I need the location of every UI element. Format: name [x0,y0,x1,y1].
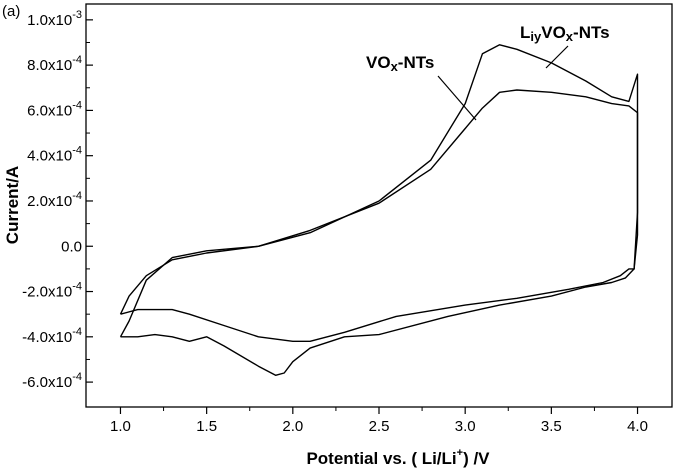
annotation-liyvox-sub1: iy [530,29,542,44]
annotation-liyvox-arrow [545,45,569,69]
y-tick-label: -4.0x10-4 [22,326,82,346]
x-tick-label: 1.5 [196,418,217,435]
y-tick-label: 1.0x10-3 [27,9,82,29]
y-axis-title: Current/A [3,166,22,244]
annotation-liyvox-nts: LiyVOx-NTs [520,23,610,44]
panel-label: (a) [2,3,20,20]
series-layer [119,44,639,376]
y-tick-label: 8.0x10-4 [27,54,82,74]
y-tick-labels: 1.0x10-3 8.0x10-4 6.0x10-4 4.0x10-4 2.0x10-4… [22,9,82,391]
series-line-liyvox-nts [119,44,639,376]
x-axis-title-main: Potential vs. ( Li/Li [306,449,456,468]
x-tick-label: 3.0 [455,418,476,435]
annotation-liyvox-mid: VO [541,23,566,42]
tick-marks [86,19,639,414]
y-tick-label: -6.0x10-4 [22,371,82,391]
y-tick-label: 6.0x10-4 [27,99,82,119]
annotation-vox-sub: x [391,59,399,74]
annotation-liyvox-tail: -NTs [573,23,610,42]
annotation-vox-base: VO [366,53,391,72]
x-tick-label: 2.5 [369,418,390,435]
x-axis-title-sup: + [457,447,463,459]
y-tick-label: -2.0x10-4 [22,281,82,301]
x-tick-label: 2.0 [282,418,303,435]
y-tick-label: 2.0x10-4 [27,190,82,210]
x-tick-label: 1.0 [110,418,131,435]
annotation-vox-tail: -NTs [398,53,435,72]
y-tick-label: 4.0x10-4 [27,145,82,165]
x-tick-label: 3.5 [541,418,562,435]
x-tick-labels: 1.0 1.5 2.0 2.5 3.0 3.5 4.0 [110,418,648,435]
annotation-vox-nts: VOx-NTs [366,53,434,74]
annotation-liyvox-base: L [520,23,530,42]
x-axis-title: Potential vs. ( Li/Li+) /V [306,447,490,468]
annotation-vox-arrow [437,75,477,121]
series-line-vox-nts [119,89,639,342]
x-tick-label: 4.0 [627,418,648,435]
x-axis-title-suffix: ) /V [463,449,490,468]
y-tick-label: 0.0 [61,238,82,255]
annotation-liyvox-sub2: x [566,29,574,44]
